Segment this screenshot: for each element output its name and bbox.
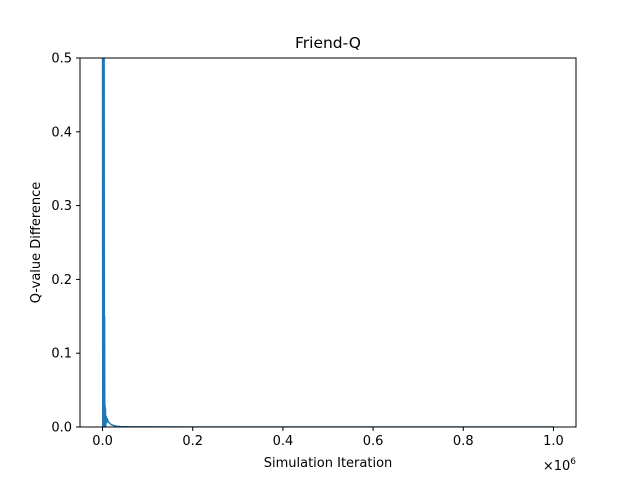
x-tick-label: 0.4 (273, 434, 294, 449)
x-axis-offset-base: ×10 (543, 459, 570, 474)
x-tick-label: 0.0 (92, 434, 113, 449)
x-tick-label: 0.2 (182, 434, 203, 449)
x-tick-label: 1.0 (543, 434, 564, 449)
y-axis-label: Q-value Difference (29, 182, 44, 304)
y-tick-label: 0.1 (51, 347, 72, 362)
x-axis-label: Simulation Iteration (264, 456, 393, 471)
y-tick-label: 0.2 (51, 273, 72, 288)
chart-title: Friend-Q (295, 34, 361, 52)
axes-frame (79, 57, 577, 428)
y-tick-label: 0.3 (51, 199, 72, 214)
y-tick-label: 0.4 (51, 125, 72, 140)
y-axis-ticks: 0.0 0.1 0.2 0.3 0.4 0.5 (51, 52, 80, 436)
y-tick-label: 0.5 (51, 52, 72, 67)
y-tick-label: 0.0 (51, 421, 72, 436)
x-axis-ticks: 0.0 0.2 0.4 0.6 0.8 1.0 (92, 427, 564, 449)
x-tick-label: 0.6 (363, 434, 384, 449)
x-axis-offset-label: ×106 (543, 457, 576, 474)
x-axis-offset-exponent: 6 (570, 457, 576, 467)
x-tick-label: 0.8 (453, 434, 474, 449)
